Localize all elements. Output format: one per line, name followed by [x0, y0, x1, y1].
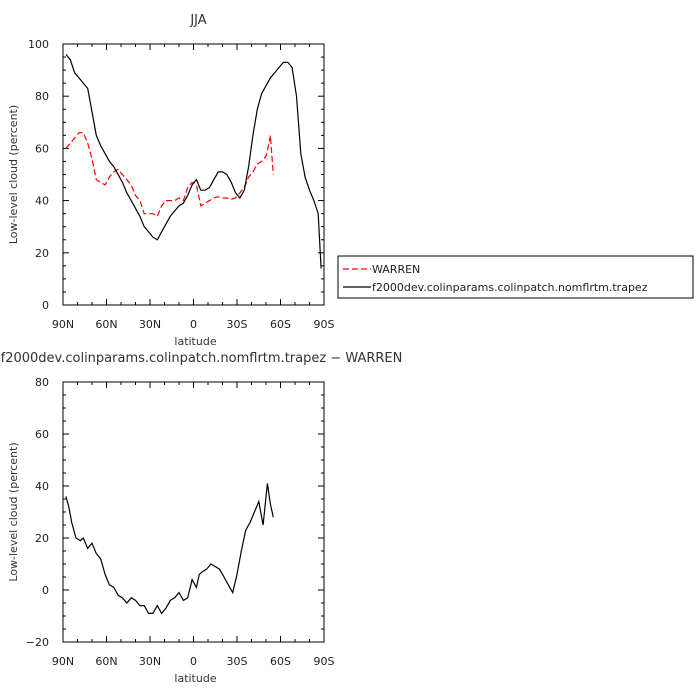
y-tick-label: 80	[35, 376, 49, 389]
y-tick-label: 80	[35, 90, 49, 103]
legend-box	[337, 255, 694, 299]
chart-title: f2000dev.colinparams.colinpatch.nomflrtm…	[1, 351, 403, 366]
y-tick-label: 0	[42, 584, 49, 597]
legend-label: f2000dev.colinparams.colinpatch.nomflrtm…	[372, 281, 648, 294]
y-tick-label: 60	[35, 428, 49, 441]
series-line-difference	[65, 483, 274, 615]
x-tick-label: 30N	[139, 655, 161, 668]
y-tick-label: −20	[26, 636, 49, 649]
x-tick-label: 30N	[139, 318, 161, 331]
y-tick-label: 40	[35, 480, 49, 493]
y-axis-title: Low-level cloud (percent)	[7, 105, 20, 244]
y-tick-label: 60	[35, 142, 49, 155]
x-tick-label: 60N	[95, 655, 117, 668]
plot-frame	[62, 43, 325, 306]
y-tick-label: 100	[28, 38, 49, 51]
x-tick-label: 0	[190, 655, 197, 668]
x-tick-label: 60N	[95, 318, 117, 331]
x-tick-label: 90N	[52, 655, 74, 668]
chart-panel-1: JJA 0 20 40 60 80 100 90N 60N 30N 0 30S 60S 90S latitu…	[7, 13, 694, 348]
x-tick-label: 60S	[270, 318, 291, 331]
x-tick-label: 0	[190, 318, 197, 331]
x-tick-label: 60S	[270, 655, 291, 668]
legend-label: WARREN	[372, 263, 420, 276]
series-line-f2000dev-colinparams-colinpatc	[65, 54, 322, 269]
y-tick-label: 0	[42, 299, 49, 312]
x-axis-title: latitude	[174, 335, 216, 348]
x-tick-label: 90N	[52, 318, 74, 331]
x-tick-label: 30S	[227, 655, 248, 668]
plot-frame	[62, 381, 325, 643]
y-tick-label: 40	[35, 195, 49, 208]
chart-title: JJA	[189, 13, 206, 28]
x-tick-label: 30S	[227, 318, 248, 331]
x-tick-label: 90S	[314, 318, 335, 331]
x-tick-label: 90S	[314, 655, 335, 668]
y-tick-label: 20	[35, 247, 49, 260]
y-axis-title: Low-level cloud (percent)	[7, 442, 20, 581]
series-line-warren	[65, 132, 274, 218]
x-axis-title: latitude	[174, 672, 216, 685]
chart-panel-2: f2000dev.colinparams.colinpatch.nomflrtm…	[1, 351, 403, 685]
y-tick-label: 20	[35, 532, 49, 545]
